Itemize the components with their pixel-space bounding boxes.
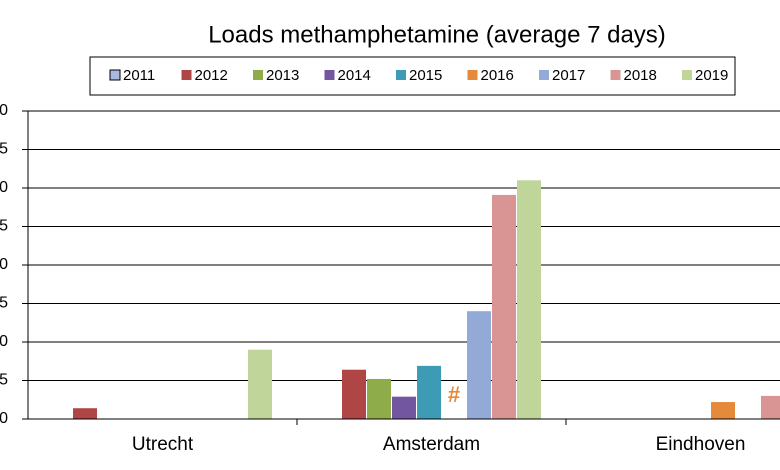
bar [417, 365, 441, 419]
legend-box [89, 56, 736, 96]
legend-label: 2017 [552, 67, 585, 84]
legend-swatch [253, 70, 263, 80]
legend-swatch [539, 70, 549, 80]
legend-label: 2016 [481, 67, 514, 84]
legend-label: 2018 [624, 67, 657, 84]
y-tick-label: 5 [0, 141, 8, 158]
y-tick-label: 5 [0, 295, 8, 312]
x-tick-label: Amsterdam [383, 434, 480, 455]
legend-swatch [324, 70, 335, 80]
bar [711, 402, 735, 419]
bar [248, 349, 272, 419]
legend-label: 2013 [266, 67, 299, 84]
x-tick-label: Eindhoven [656, 434, 746, 455]
legend-swatch [396, 70, 406, 80]
annotation: # [448, 382, 460, 407]
legend-swatch [682, 70, 692, 80]
bar [367, 378, 391, 419]
legend-label: 2012 [195, 67, 228, 84]
y-tick-label: 5 [0, 218, 8, 235]
y-tick-label: 0 [0, 410, 8, 427]
y-tick-label: 0 [0, 102, 8, 119]
y-tick-label: 0 [0, 179, 8, 196]
x-tick-label: Utrecht [132, 434, 194, 455]
bar [761, 395, 780, 419]
legend-label: 2014 [338, 67, 371, 84]
bar [517, 180, 541, 419]
bar [467, 311, 491, 419]
bar [342, 369, 366, 419]
chart-title: Loads methamphetamine (average 7 days) [208, 21, 666, 48]
bar [73, 408, 97, 419]
y-tick-label: 0 [0, 256, 8, 273]
legend-swatch [181, 70, 192, 80]
legend-label: 2011 [123, 67, 155, 84]
bar [492, 194, 516, 419]
y-tick-label: 5 [0, 372, 8, 389]
legend-swatch [109, 69, 121, 81]
bar [392, 396, 416, 419]
legend-swatch [467, 70, 478, 80]
legend-swatch [610, 70, 621, 80]
y-tick-label: 0 [0, 333, 8, 350]
legend-label: 2015 [409, 67, 442, 84]
legend-label: 2019 [695, 67, 728, 84]
